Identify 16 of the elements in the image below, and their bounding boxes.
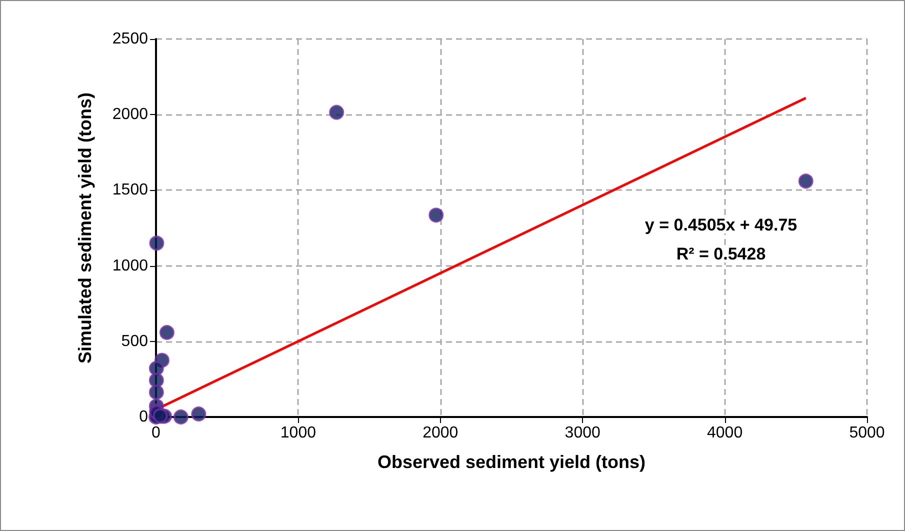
- x-tick-label: 4000: [707, 424, 743, 442]
- y-tick-label: 1500: [112, 182, 148, 199]
- x-tick-label: 5000: [849, 424, 885, 442]
- y-tick-label: 0: [139, 408, 148, 426]
- y-tick-label: 2500: [112, 30, 148, 48]
- x-tick-label: 3000: [564, 424, 600, 442]
- y-axis-title: Simulated sediment yield (tons): [75, 92, 95, 364]
- y-tick-label: 500: [121, 332, 148, 350]
- annotation: R² = 0.5428: [676, 244, 766, 264]
- annotation: y = 0.4505x + 49.75: [644, 216, 798, 234]
- x-tick-label: 2000: [422, 424, 458, 442]
- y-tick-label: 2000: [112, 106, 148, 124]
- x-axis-title: Observed sediment yield (tons): [377, 452, 646, 472]
- y-tick-label: 1000: [112, 257, 148, 274]
- x-tick-label: 1000: [280, 424, 316, 442]
- x-tick-label: 0: [152, 424, 161, 442]
